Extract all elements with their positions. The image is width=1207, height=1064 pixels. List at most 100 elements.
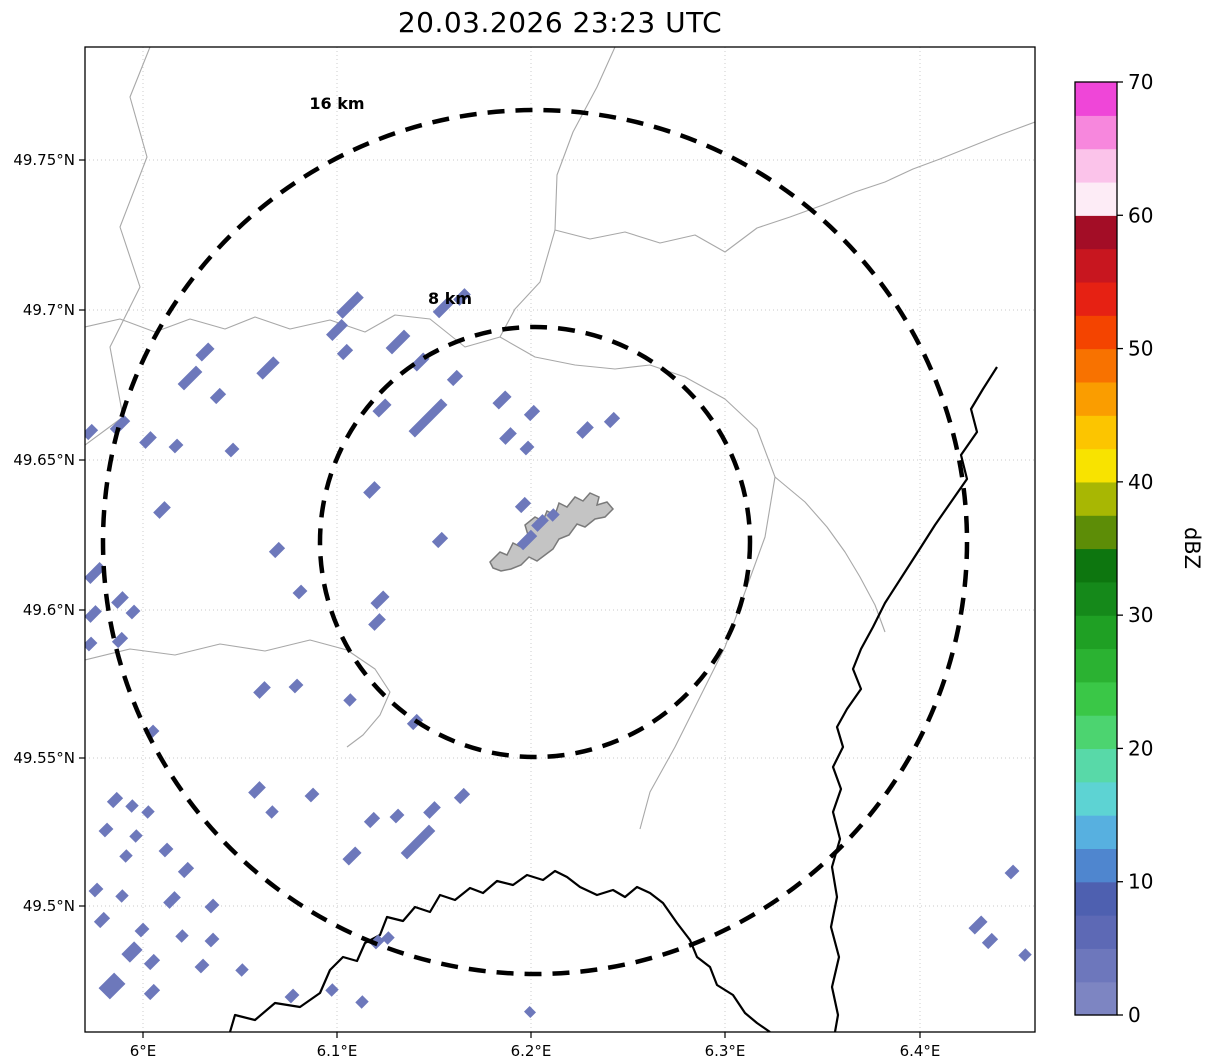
radar-echo (546, 508, 560, 522)
colorbar-cell (1075, 115, 1117, 150)
radar-echo (400, 824, 436, 860)
radar-echo (523, 404, 541, 422)
range-ring-label: 16 km (309, 94, 364, 113)
radar-echo (432, 297, 454, 319)
colorbar-cell (1075, 515, 1117, 550)
range-ring (317, 324, 753, 760)
radar-echo (119, 849, 133, 863)
radar-echo (141, 805, 155, 819)
colorbar-cell (1075, 648, 1117, 683)
radar-echo (603, 411, 621, 429)
colorbar-cell (1075, 715, 1117, 750)
radar-echo (111, 631, 129, 649)
colorbar-cell (1075, 82, 1117, 116)
lat-tick-label: 49.7°N (23, 301, 75, 319)
colorbar-frame (1074, 81, 1118, 1016)
radar-echo (125, 604, 141, 620)
radar-echo (368, 613, 386, 631)
colorbar-cell (1075, 448, 1117, 483)
colorbar-cell (1075, 548, 1117, 583)
radar-echo (106, 791, 124, 809)
colorbar-cell (1075, 748, 1117, 783)
colorbar-axis-label: dBZ (1180, 527, 1204, 569)
radar-echo (453, 288, 471, 306)
grid-lines (85, 47, 1035, 1032)
radar-echo (1004, 864, 1020, 880)
radar-echo (256, 356, 280, 380)
radar-echo (968, 915, 988, 935)
radar-echo (121, 941, 143, 963)
radar-echo (514, 496, 532, 514)
colorbar-cell (1075, 615, 1117, 650)
radar-echo (523, 1005, 537, 1019)
radar-echo (372, 398, 392, 418)
radar-echo (158, 842, 174, 858)
colorbar-tick-label: 20 (1128, 736, 1153, 760)
lat-tick-label: 49.55°N (13, 749, 75, 767)
radar-echo (576, 421, 594, 439)
radar-echo (355, 995, 369, 1009)
radar-echo (304, 787, 320, 803)
radar-echo (363, 481, 381, 499)
colorbar-cell (1075, 581, 1117, 616)
colorbar-cell (1075, 881, 1117, 916)
radar-echo (139, 431, 157, 449)
radar-echo (336, 291, 364, 319)
radar-echo (363, 811, 381, 829)
colorbar-cell (1075, 281, 1117, 316)
radar-echo (343, 693, 357, 707)
lon-tick-label: 6°E (130, 1042, 157, 1060)
city-area-polygon (489, 492, 615, 572)
radar-echo (370, 590, 390, 610)
colorbar: 0 10 20 30 40 50 60 70 dBZ (1074, 70, 1204, 1027)
admin-border (554, 121, 1035, 253)
admin-border (499, 47, 616, 338)
lat-tick-label: 49.75°N (13, 151, 75, 169)
radar-echo (209, 387, 227, 405)
radar-echo (516, 529, 538, 551)
colorbar-tick-label: 60 (1128, 203, 1153, 227)
colorbar-tick-label: 30 (1128, 603, 1153, 627)
lat-tick-label: 49.5°N (23, 897, 75, 915)
lat-tick-label: 49.6°N (23, 601, 75, 619)
country-border (829, 366, 998, 1032)
radar-echo (175, 929, 189, 943)
admin-border (774, 476, 886, 633)
radar-echo (204, 898, 220, 914)
colorbar-cell (1075, 915, 1117, 949)
admin-border (499, 336, 776, 830)
range-ring (100, 107, 970, 977)
colorbar-cell (1075, 948, 1117, 983)
radar-echo (93, 911, 111, 929)
admin-border (85, 639, 391, 748)
radar-echo (389, 808, 405, 824)
colorbar-tick-label: 0 (1128, 1003, 1141, 1027)
lat-tick-label: 49.65°N (13, 451, 75, 469)
radar-echo (1018, 948, 1032, 962)
range-ring-label: 8 km (428, 289, 472, 308)
radar-echo (336, 343, 354, 361)
colorbar-cell (1075, 481, 1117, 516)
colorbar-cell (1075, 815, 1117, 849)
radar-echo (85, 423, 99, 441)
colorbar-cell (1075, 248, 1117, 283)
colorbar-cell (1075, 215, 1117, 250)
radar-echo (431, 531, 449, 549)
radar-echo (326, 319, 348, 341)
radar-echo (125, 799, 139, 813)
radar-echo (85, 636, 98, 652)
country-border (228, 869, 771, 1032)
radar-echo (177, 365, 203, 391)
radar-echo (253, 681, 271, 699)
colorbar-tick-label: 70 (1128, 70, 1153, 94)
radar-echo (163, 891, 181, 909)
colorbar-tick-label: 10 (1128, 870, 1153, 894)
radar-echo (129, 829, 143, 843)
radar-echo (265, 805, 279, 819)
plot-frame (84, 46, 1036, 1033)
radar-echo (98, 822, 114, 838)
radar-echo (88, 882, 104, 898)
colorbar-cell (1075, 315, 1117, 350)
